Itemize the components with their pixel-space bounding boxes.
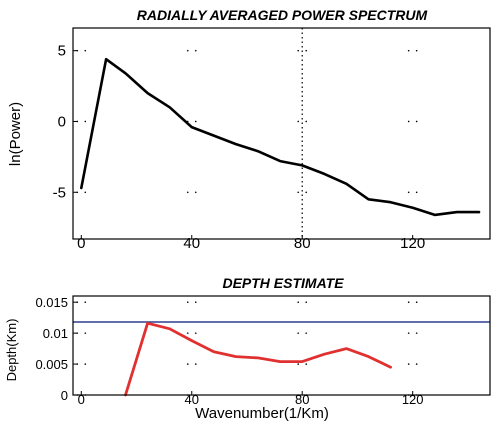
power-spectrum-grid-dot-2-1-0 [297, 120, 300, 123]
depth-estimate-x-tick-label-1: 40 [185, 392, 199, 407]
power-spectrum-y-ticks: 5 0 -5 [53, 43, 77, 201]
depth-estimate-grid-dot-1-0-0 [186, 301, 189, 303]
depth-estimate-grid [76, 301, 418, 396]
depth-estimate-y-tick-label-2: 0.005 [35, 357, 68, 372]
power-spectrum-line-0 [80, 57, 481, 217]
depth-estimate-grid-dot-1-0-1 [194, 301, 197, 303]
power-spectrum-grid-dot-3-1-0 [407, 120, 410, 123]
power-spectrum-y-label: ln(Power) [7, 102, 24, 166]
power-spectrum-y-tick-label-0: 5 [58, 43, 66, 60]
power-spectrum-grid-dot-2-2-1 [305, 191, 308, 194]
depth-estimate-line-0 [124, 321, 393, 397]
depth-estimate-grid-dot-3-2-0 [407, 363, 410, 365]
depth-estimate-x-tick-label-2: 80 [295, 392, 309, 407]
depth-estimate-x-tick-label-0: 0 [78, 392, 85, 407]
depth-estimate-grid-dot-2-0-0 [297, 301, 300, 303]
depth-estimate-grid-dot-0-1-1 [84, 332, 87, 334]
power-spectrum-grid-dot-1-2-0 [186, 191, 189, 194]
depth-estimate-y-tick-label-0: 0.015 [35, 295, 68, 310]
power-spectrum-grid-dot-3-1-1 [415, 120, 418, 123]
depth-estimate-grid-dot-2-1-1 [305, 332, 308, 334]
power-spectrum-grid-dot-2-0-1 [305, 49, 308, 52]
power-spectrum-plot-frame [72, 27, 491, 240]
power-spectrum-grid-dot-3-2-1 [415, 191, 418, 194]
power-spectrum-grid-dot-1-0-1 [194, 49, 197, 52]
depth-estimate-grid-dot-3-1-0 [407, 332, 410, 334]
depth-estimate-grid-dot-3-1-1 [415, 332, 418, 334]
depth-estimate-grid-dot-2-1-0 [297, 332, 300, 334]
power-spectrum-y-tick-label-1: 0 [58, 113, 66, 130]
power-spectrum-x-tick-label-2: 80 [294, 235, 311, 252]
depth-estimate-x-label: Wavenumber(1/Km) [195, 405, 329, 422]
power-spectrum-title: RADIALLY AVERAGED POWER SPECTRUM [137, 7, 428, 23]
power-spectrum-grid-dot-3-0-1 [415, 49, 418, 52]
depth-estimate-plot-frame [72, 295, 491, 396]
power-spectrum-grid-dot-1-0-0 [186, 49, 189, 52]
power-spectrum-series [80, 57, 481, 217]
power-spectrum-grid-dot-2-2-0 [297, 191, 300, 194]
depth-estimate-grid-dot-1-2-1 [194, 363, 197, 365]
depth-estimate-grid-dot-3-2-1 [415, 363, 418, 365]
depth-estimate-y-tick-label-1: 0.01 [43, 326, 68, 341]
power-spectrum-grid-dot-2-1-1 [305, 120, 308, 123]
depth-estimate-grid-dot-2-2-1 [305, 363, 308, 365]
power-spectrum-x-tick-label-1: 40 [183, 235, 200, 252]
depth-estimate-title: DEPTH ESTIMATE [222, 275, 344, 291]
depth-estimate-y-label: Depth(Km) [4, 319, 19, 382]
depth-estimate-grid-dot-1-1-1 [194, 332, 197, 334]
depth-estimate-grid-dot-0-0-1 [84, 301, 87, 303]
depth-estimate-x-ticks: 0 40 80 120 [78, 391, 424, 407]
power-spectrum-x-tick-label-0: 0 [77, 235, 85, 252]
power-spectrum-grid-dot-0-0-1 [84, 49, 87, 52]
depth-estimate-y-tick-label-3: 0 [61, 388, 68, 403]
power-spectrum-x-ticks: 0 40 80 120 [77, 235, 425, 252]
power-spectrum-grid [76, 49, 418, 194]
power-spectrum-grid-dot-1-1-1 [194, 120, 197, 123]
power-spectrum-grid-dot-1-2-1 [194, 191, 197, 194]
depth-estimate-grid-dot-2-2-0 [297, 363, 300, 365]
depth-estimate-grid-dot-3-0-0 [407, 301, 410, 303]
power-spectrum-grid-dot-2-0-0 [297, 49, 300, 52]
depth-estimate-grid-dot-2-0-1 [305, 301, 308, 303]
depth-estimate-x-tick-label-3: 120 [402, 392, 424, 407]
power-spectrum-x-tick-label-3: 120 [400, 235, 425, 252]
depth-estimate-grid-dot-1-1-0 [186, 332, 189, 334]
power-spectrum-grid-dot-3-2-0 [407, 191, 410, 194]
power-spectrum-grid-dot-3-0-0 [407, 49, 410, 52]
depth-estimate-grid-dot-0-2-1 [84, 363, 87, 365]
depth-estimate-grid-dot-3-0-1 [415, 301, 418, 303]
depth-estimate-y-ticks: 0.015 0.01 0.005 0 [35, 295, 77, 403]
depth-estimate-series [124, 321, 393, 397]
power-spectrum-grid-dot-0-1-1 [84, 120, 87, 123]
power-spectrum-y-tick-label-2: -5 [53, 184, 66, 201]
power-spectrum-grid-dot-0-2-1 [84, 191, 87, 194]
depth-estimate-grid-dot-1-2-0 [186, 363, 189, 365]
